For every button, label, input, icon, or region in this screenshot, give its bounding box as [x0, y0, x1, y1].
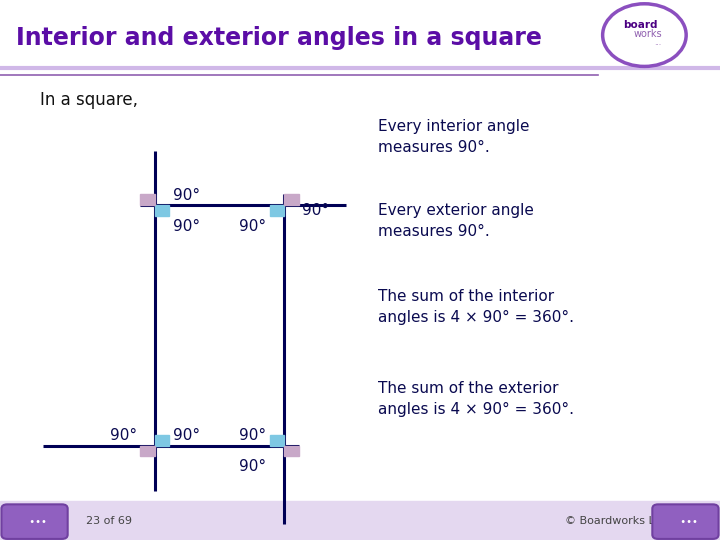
Text: The sum of the exterior
angles is 4 × 90° = 360°.: The sum of the exterior angles is 4 × 90… [378, 381, 574, 417]
Bar [140, 194, 155, 205]
Bar [0, 501, 720, 540]
Text: ...: ... [654, 38, 661, 47]
FancyBboxPatch shape [1, 504, 68, 539]
Bar [284, 194, 299, 205]
Text: 90°: 90° [239, 459, 266, 474]
Text: •••: ••• [673, 517, 698, 526]
Text: Every exterior angle
measures 90°.: Every exterior angle measures 90°. [378, 202, 534, 239]
Text: In a square,: In a square, [40, 91, 138, 109]
Text: 90°: 90° [109, 428, 137, 443]
Text: The sum of the interior
angles is 4 × 90° = 360°.: The sum of the interior angles is 4 × 90… [378, 289, 574, 325]
Circle shape [603, 4, 686, 66]
Bar [284, 446, 299, 456]
FancyBboxPatch shape [652, 504, 719, 539]
Bar [155, 205, 169, 216]
Text: © Boardworks Ltd 2004: © Boardworks Ltd 2004 [565, 516, 698, 525]
Text: 90°: 90° [173, 428, 200, 443]
Text: 90°: 90° [173, 219, 200, 234]
Bar [155, 435, 169, 446]
Bar [140, 446, 155, 456]
Text: 90°: 90° [173, 187, 200, 202]
Text: works: works [634, 29, 662, 39]
Bar [270, 205, 284, 216]
Bar [270, 435, 284, 446]
Text: 90°: 90° [239, 219, 266, 234]
Text: board: board [624, 21, 658, 30]
Text: Interior and exterior angles in a square: Interior and exterior angles in a square [16, 26, 541, 50]
Text: 90°: 90° [302, 203, 330, 218]
Text: •••: ••• [22, 517, 47, 526]
Text: Every interior angle
measures 90°.: Every interior angle measures 90°. [378, 119, 529, 155]
Text: 90°: 90° [239, 428, 266, 443]
Text: 23 of 69: 23 of 69 [86, 516, 132, 525]
